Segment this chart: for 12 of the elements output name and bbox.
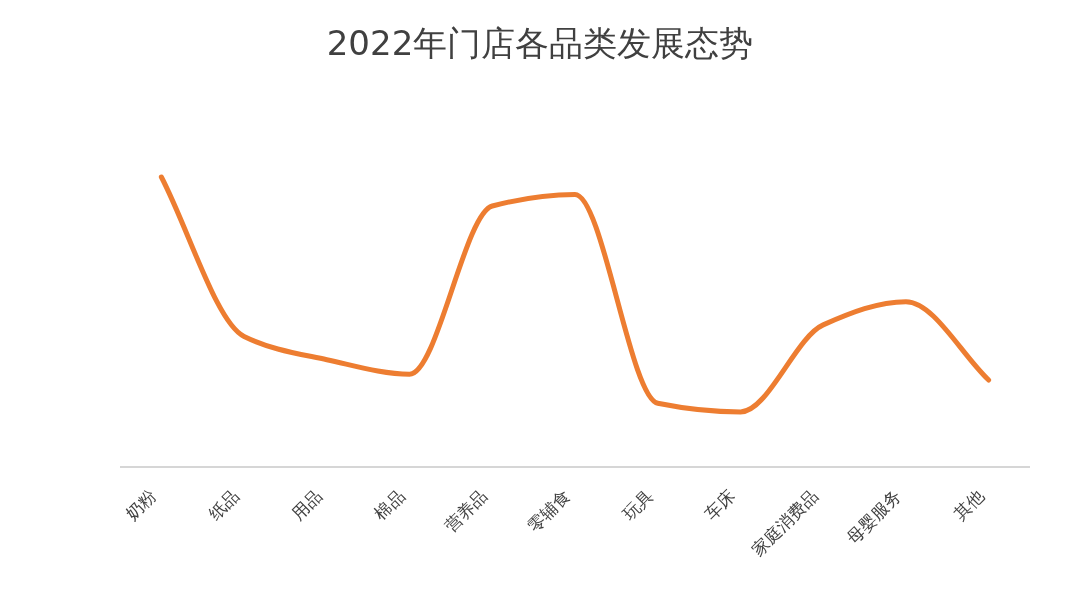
x-tick-label: 玩具: [618, 485, 657, 524]
x-tick-label: 用品: [287, 485, 326, 524]
x-tick-label: 零辅食: [523, 485, 574, 536]
chart-title: 2022年门店各品类发展态势: [326, 23, 754, 63]
x-tick-label: 车床: [701, 485, 740, 524]
x-tick-label: 营养品: [440, 485, 492, 536]
x-tick-label: 母婴服务: [842, 485, 905, 548]
x-tick-label: 家庭消费品: [747, 485, 823, 560]
x-tick-label: 奶粉: [122, 485, 161, 524]
x-tick-label: 纸品: [204, 485, 243, 524]
x-tick-label: 其他: [949, 485, 988, 524]
x-tick-label: 棉品: [370, 485, 409, 524]
